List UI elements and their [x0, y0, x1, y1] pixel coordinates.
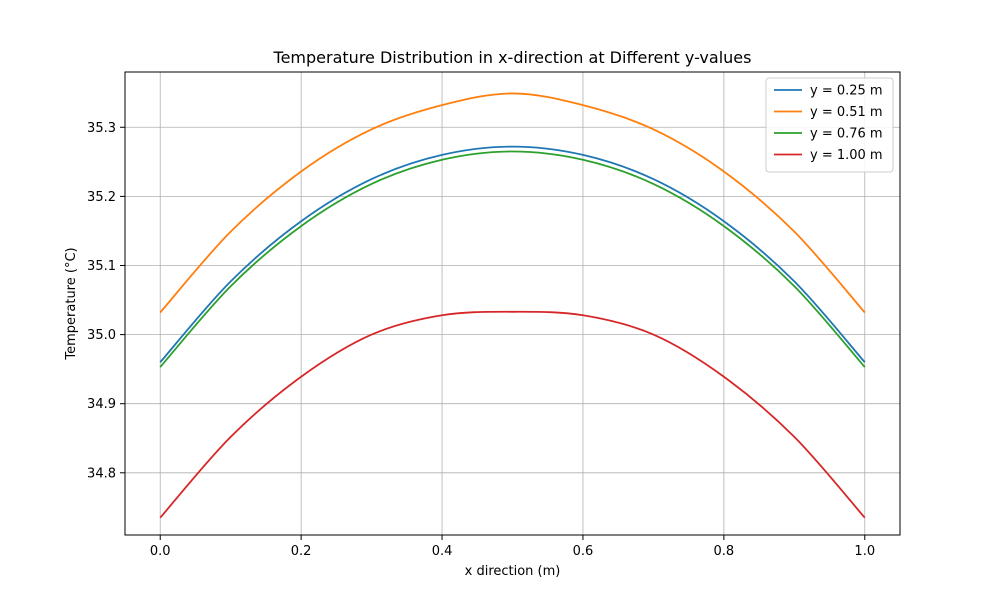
series-lines: [159, 92, 866, 519]
x-tick-label: 0.0: [150, 544, 171, 559]
series-line-2: [159, 92, 866, 314]
y-tick-label: 35.2: [87, 190, 116, 205]
y-tick-label: 34.9: [87, 397, 116, 412]
y-tick-label: 35.3: [87, 121, 116, 136]
legend: y = 0.25 m y = 0.51 m y = 0.76 m y = 1.00 m: [765, 77, 894, 173]
legend-label: y = 0.76 m: [810, 127, 883, 142]
series-line-1: [159, 145, 866, 363]
series-line-4: [159, 310, 866, 519]
chart-title: Temperature Distribution in x-direction …: [273, 48, 752, 67]
y-tick-label: 35.1: [87, 259, 116, 274]
plot-frame: [124, 71, 901, 536]
x-tick-label: 0.6: [573, 544, 594, 559]
x-tick-label: 0.2: [291, 544, 312, 559]
y-axis-label: Temperature (°C): [64, 247, 79, 360]
x-tick-label: 1.0: [854, 544, 875, 559]
y-tick-label: 34.8: [87, 466, 116, 481]
legend-label: y = 0.51 m: [810, 105, 883, 120]
legend-label: y = 1.00 m: [810, 148, 883, 163]
x-tick-label: 0.4: [432, 544, 453, 559]
y-axis-ticks: 34.8 34.9 35.0 35.1 35.2 35.3: [87, 121, 125, 481]
x-axis-label: x direction (m): [465, 564, 561, 579]
series-line-3: [159, 150, 866, 368]
x-axis-ticks: 0.0 0.2 0.4 0.6 0.8 1.0: [150, 535, 875, 559]
x-tick-label: 0.8: [714, 544, 735, 559]
legend-box: [765, 77, 894, 173]
y-tick-label: 35.0: [87, 328, 116, 343]
legend-label: y = 0.25 m: [810, 84, 883, 99]
